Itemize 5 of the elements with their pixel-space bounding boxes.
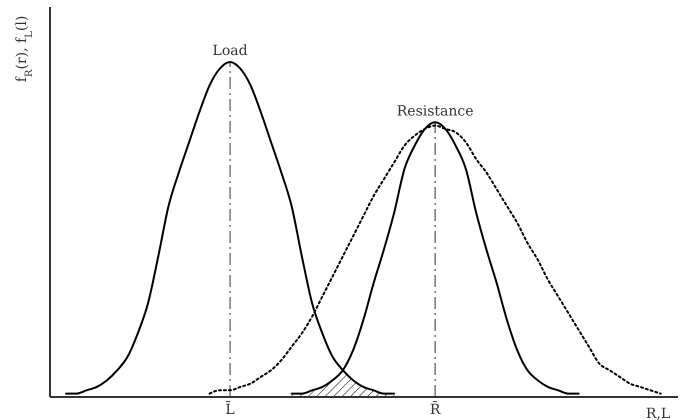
- x-tick-label: L̄: [225, 400, 235, 418]
- series-label: Load: [212, 42, 248, 59]
- series-label: Resistance: [396, 103, 474, 120]
- x-axis-title: R,L: [646, 406, 670, 420]
- x-tick-label: R̄: [430, 400, 441, 418]
